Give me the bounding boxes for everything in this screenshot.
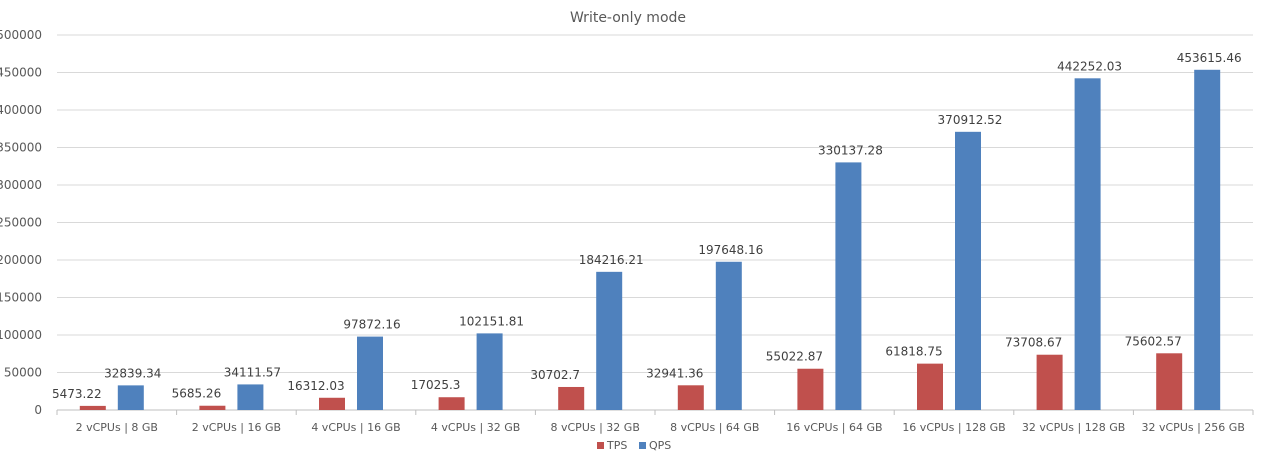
data-label-qps: 184216.21	[579, 253, 644, 267]
legend-swatch-tps	[597, 442, 604, 449]
data-label-tps: 73708.67	[1005, 336, 1062, 350]
bar-qps	[835, 162, 862, 410]
x-category-label: 4 vCPUs | 32 GB	[431, 421, 520, 434]
bar-tps	[438, 397, 465, 410]
bar-tps	[797, 368, 824, 410]
data-label-qps: 34111.57	[224, 365, 281, 379]
y-axis-ticks: 0 50000 100000 150000 200000 250000 300000 3500…	[0, 28, 42, 417]
x-category-label: 8 vCPUs | 64 GB	[670, 421, 759, 434]
data-label-tps: 75602.57	[1125, 334, 1182, 348]
bar-qps	[117, 385, 144, 410]
bar-qps	[357, 336, 383, 410]
data-label-qps: 197648.16	[698, 243, 763, 257]
data-label-qps: 370912.52	[938, 113, 1003, 127]
bar-tps	[199, 405, 226, 410]
y-tick-label: 250000	[0, 216, 42, 230]
y-tick-label: 300000	[0, 178, 42, 192]
bar-qps	[955, 131, 981, 410]
data-label-tps: 30702.7	[530, 368, 580, 382]
bar-tps	[1156, 353, 1183, 410]
bar-qps	[237, 384, 264, 410]
bar-tps	[79, 405, 106, 410]
x-category-label: 8 vCPUs | 32 GB	[551, 421, 640, 434]
data-label-qps: 453615.46	[1177, 51, 1242, 65]
y-tick-label: 150000	[0, 291, 42, 305]
bar-tps	[917, 363, 943, 410]
y-tick-label: 500000	[0, 28, 42, 42]
bar-tps	[558, 386, 585, 410]
y-tick-label: 0	[34, 403, 42, 417]
data-label-qps: 102151.81	[459, 314, 524, 328]
data-label-qps: 32839.34	[104, 366, 161, 380]
x-category-label: 16 vCPUs | 64 GB	[786, 421, 882, 434]
bar-qps	[1194, 69, 1221, 411]
data-label-qps: 442252.03	[1057, 59, 1122, 73]
y-tick-label: 200000	[0, 253, 42, 267]
y-tick-label: 400000	[0, 103, 42, 117]
data-label-tps: 16312.03	[287, 379, 344, 393]
bar-tps	[319, 397, 345, 410]
bar-qps	[715, 261, 742, 410]
bar-qps	[476, 333, 503, 410]
data-label-tps: 5685.26	[172, 387, 222, 401]
legend-swatch-qps	[639, 442, 646, 449]
data-label-tps: 17025.3	[411, 378, 461, 392]
bars	[79, 69, 1221, 411]
x-axis-categories: 2 vCPUs | 8 GB 2 vCPUs | 16 GB 4 vCPUs | 1…	[56, 410, 1254, 434]
data-label-tps: 61818.75	[885, 345, 942, 359]
gridlines	[57, 34, 1253, 411]
legend: TPS QPS	[597, 439, 671, 452]
y-tick-label: 450000	[0, 66, 42, 80]
x-category-label: 2 vCPUs | 16 GB	[192, 421, 281, 434]
bar-tps	[1036, 354, 1063, 410]
x-category-label: 16 vCPUs | 128 GB	[902, 421, 1005, 434]
data-label-tps: 32941.36	[646, 366, 703, 380]
x-category-label: 2 vCPUs | 8 GB	[76, 421, 158, 434]
bar-qps	[1074, 78, 1101, 410]
legend-label-qps: QPS	[649, 439, 671, 452]
data-label-tps: 5473.22	[52, 387, 102, 401]
x-category-label: 4 vCPUs | 16 GB	[311, 421, 400, 434]
y-tick-label: 50000	[4, 366, 42, 380]
x-category-label: 32 vCPUs | 128 GB	[1022, 421, 1125, 434]
y-tick-label: 350000	[0, 141, 42, 155]
legend-label-tps: TPS	[606, 439, 627, 452]
data-label-qps: 330137.28	[818, 143, 883, 157]
chart-title: Write-only mode	[570, 10, 686, 26]
data-label-tps: 55022.87	[766, 350, 823, 364]
data-label-qps: 97872.16	[343, 318, 400, 332]
bar-qps	[596, 271, 623, 410]
x-category-label: 32 vCPUs | 256 GB	[1142, 421, 1245, 434]
y-tick-label: 100000	[0, 328, 42, 342]
bar-tps	[677, 385, 704, 410]
